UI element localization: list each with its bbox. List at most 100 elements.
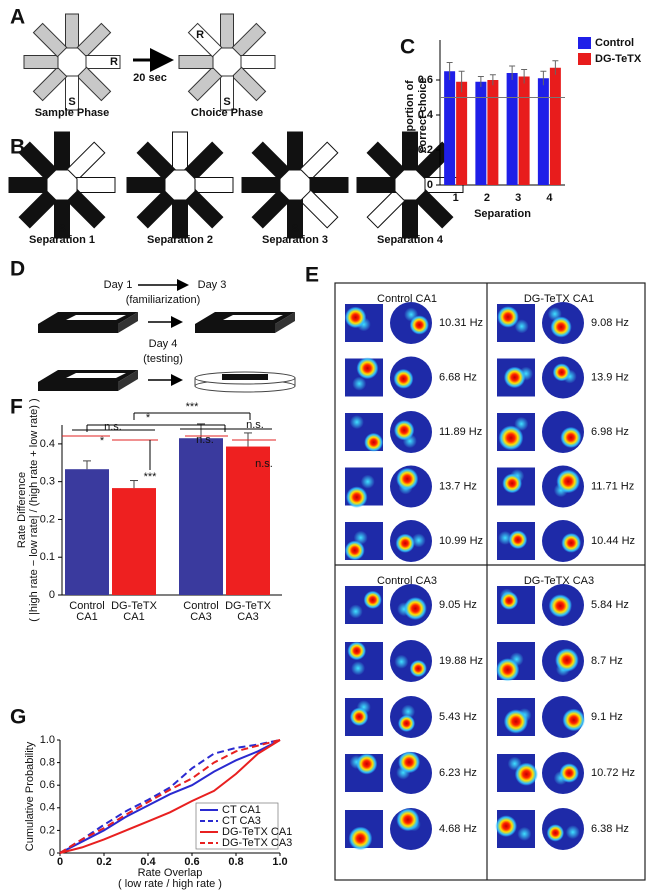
y-tick-label: 0.6 [40,779,55,791]
maze-arm [126,177,168,193]
panel-label: D [10,258,25,281]
arena-hole [223,315,283,320]
arena-side [195,324,275,333]
rate-map-spot [409,659,427,678]
label: S [176,223,183,235]
group-title: Control CA1 [377,293,437,305]
rate-map-spot [356,753,378,775]
rate-map-spot [514,762,539,786]
x-tick-label: 3 [515,192,521,204]
y-tick-label: 0.4 [40,438,55,450]
rate-map-blob [565,825,580,840]
y-axis-label: Rate Difference [16,472,28,548]
y-tick-label: 0.6 [418,74,433,86]
y-tick-label: 0.4 [40,802,55,814]
y-tick-label: 0 [49,589,55,601]
maze-arm [178,55,216,69]
rate-map-spot [495,815,518,837]
y-axis-label: ( |high rate − low rate| / (high rate + … [28,398,40,621]
label: Separation 3 [262,234,328,246]
cdf-line [59,739,281,854]
label: S [58,223,65,235]
rate-map-spot [508,530,528,550]
y-tick-label: 0.2 [40,513,55,525]
panel-label: F [10,396,23,419]
maze-arm [241,177,283,193]
x-tick-label: CA3 [190,611,211,623]
legend-label: DG-TeTX CA3 [222,837,292,849]
x-tick-label: 0.2 [96,856,111,868]
firing-rate: 9.08 Hz [591,317,629,329]
x-tick-label: DG-TeTX [111,600,158,612]
x-tick-label: CA1 [76,611,97,623]
firing-rate: 10.31 Hz [439,317,483,329]
arena-side [118,370,138,391]
rate-map-spot [344,306,367,329]
cylinder-cue [222,374,268,380]
rate-map-spot [363,590,382,609]
arena-hole [66,373,126,378]
y-axis-label: Proportion of [404,80,416,150]
x-tick-label: 0.4 [140,856,156,868]
rate-map-spot [556,469,581,494]
firing-rate: 10.99 Hz [439,535,483,547]
bar [506,73,518,185]
rate-map-spot [550,316,572,338]
firing-rate: 5.84 Hz [591,599,629,611]
rate-map-spot [393,420,415,441]
group-title: Control CA3 [377,575,437,587]
group-title: DG-TeTX CA1 [524,293,594,305]
firing-rate: 4.68 Hz [439,823,477,835]
rate-map-spot [345,486,368,508]
label: Choice Phase [191,107,263,119]
maze-arm [238,55,276,69]
firing-rate: 11.71 Hz [591,480,634,492]
label: (familiarization) [126,294,201,306]
firing-rate: 13.9 Hz [591,371,629,383]
panel-label: G [10,706,26,729]
rate-map-spot [393,368,414,389]
arena-hole [66,315,126,320]
y-axis-label: Cumulative Probability [24,741,36,851]
rate-map-spot [561,533,582,553]
cdf-line [59,739,281,854]
maze-center [57,47,87,77]
firing-rate: 11.89 Hz [439,426,482,438]
rate-map-spot [356,357,379,380]
significance-label: n.s. [196,434,214,446]
label: R [196,29,204,41]
firing-rate: 10.72 Hz [591,767,635,779]
cdf-line [59,739,281,854]
maze-center [212,47,242,77]
y-tick-label: 0.4 [418,109,434,121]
legend-label: DG-TeTX CA1 [222,826,292,838]
rate-map-spot [403,597,427,621]
arena-side [118,312,138,333]
firing-rate: 5.43 Hz [439,711,477,723]
rate-map-spot [344,540,365,561]
rate-map-spot [503,366,526,389]
rate-map-blob [349,415,364,430]
label: 20 sec [133,72,167,84]
firing-rate: 8.7 Hz [591,655,623,667]
bar [518,76,530,185]
rate-map-blob [352,376,367,391]
maze-center [164,169,196,201]
firing-rate: 10.44 Hz [591,535,635,547]
rate-map-spot [555,648,579,672]
maze-arm [65,13,79,51]
panel-label: E [305,264,319,287]
maze-arm [54,131,70,173]
rate-map-spot [498,425,524,451]
bar [475,81,487,185]
significance-label: *** [144,471,158,483]
maze-arm [220,13,234,51]
rate-map-spot [503,709,529,734]
firing-rate: 6.68 Hz [439,371,477,383]
rate-map-blob [514,319,529,334]
y-tick-label: 0.2 [418,144,433,156]
x-axis-label: Rate Overlap [138,867,203,879]
cdf-line [59,739,281,854]
label: Separation 2 [147,234,213,246]
